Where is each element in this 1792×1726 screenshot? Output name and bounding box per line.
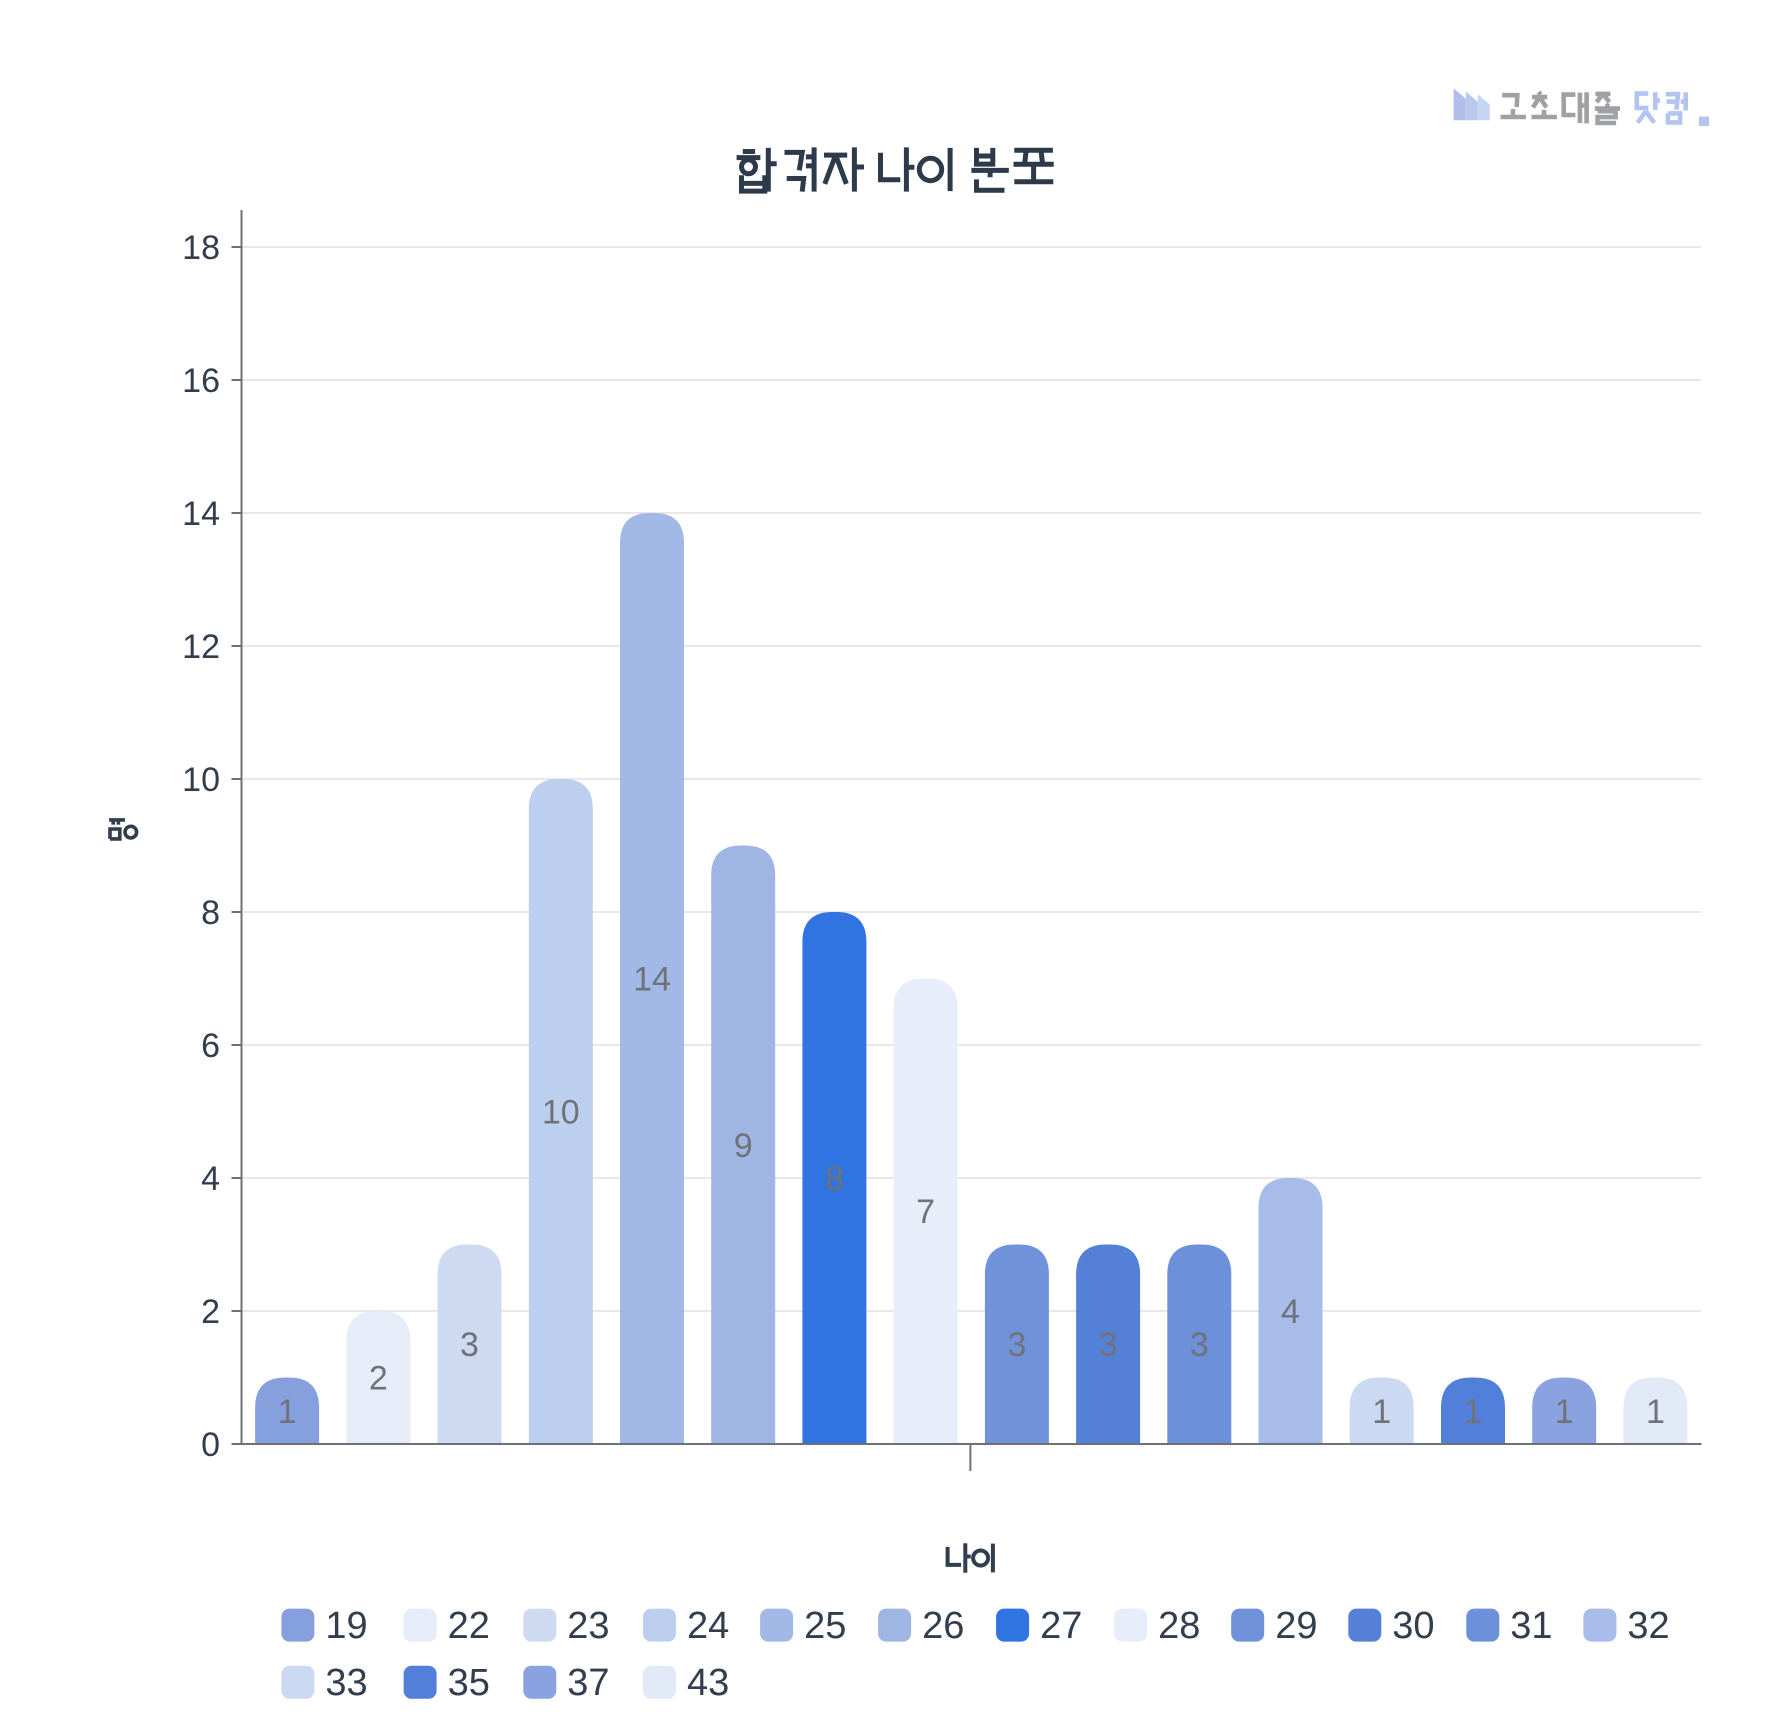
svg-text:23: 23 bbox=[567, 1605, 609, 1647]
svg-text:0: 0 bbox=[201, 1426, 220, 1464]
svg-text:35: 35 bbox=[448, 1662, 490, 1704]
svg-text:22: 22 bbox=[448, 1605, 490, 1647]
svg-text:8: 8 bbox=[201, 894, 220, 932]
svg-text:31: 31 bbox=[1510, 1605, 1552, 1647]
svg-text:4: 4 bbox=[201, 1160, 220, 1198]
svg-text:29: 29 bbox=[1275, 1605, 1317, 1647]
svg-text:24: 24 bbox=[687, 1605, 729, 1647]
svg-text:37: 37 bbox=[567, 1662, 609, 1704]
svg-text:14: 14 bbox=[182, 495, 220, 533]
svg-text:25: 25 bbox=[804, 1605, 846, 1647]
svg-text:7: 7 bbox=[916, 1193, 935, 1231]
svg-text:6: 6 bbox=[201, 1027, 220, 1065]
svg-text:1: 1 bbox=[1464, 1393, 1483, 1431]
svg-text:4: 4 bbox=[1281, 1293, 1300, 1331]
svg-text:19: 19 bbox=[325, 1605, 367, 1647]
svg-text:26: 26 bbox=[922, 1605, 964, 1647]
svg-text:2: 2 bbox=[369, 1360, 388, 1398]
svg-text:27: 27 bbox=[1040, 1605, 1082, 1647]
svg-text:1: 1 bbox=[278, 1393, 297, 1431]
svg-text:30: 30 bbox=[1392, 1605, 1434, 1647]
svg-text:1: 1 bbox=[1372, 1393, 1391, 1431]
svg-text:16: 16 bbox=[182, 362, 220, 400]
svg-text:43: 43 bbox=[687, 1662, 729, 1704]
svg-text:18: 18 bbox=[182, 229, 220, 267]
svg-text:3: 3 bbox=[1007, 1326, 1026, 1364]
svg-text:3: 3 bbox=[1099, 1326, 1118, 1364]
svg-text:14: 14 bbox=[633, 961, 671, 999]
svg-text:28: 28 bbox=[1158, 1605, 1200, 1647]
svg-text:3: 3 bbox=[1190, 1326, 1209, 1364]
svg-text:1: 1 bbox=[1646, 1393, 1665, 1431]
svg-text:2: 2 bbox=[201, 1293, 220, 1331]
svg-text:12: 12 bbox=[182, 628, 220, 666]
svg-text:8: 8 bbox=[825, 1160, 844, 1198]
svg-text:9: 9 bbox=[734, 1127, 753, 1165]
svg-text:10: 10 bbox=[182, 761, 220, 799]
svg-text:10: 10 bbox=[542, 1094, 580, 1132]
svg-text:1: 1 bbox=[1555, 1393, 1574, 1431]
svg-text:33: 33 bbox=[325, 1662, 367, 1704]
svg-text:3: 3 bbox=[460, 1326, 479, 1364]
svg-text:32: 32 bbox=[1627, 1605, 1669, 1647]
